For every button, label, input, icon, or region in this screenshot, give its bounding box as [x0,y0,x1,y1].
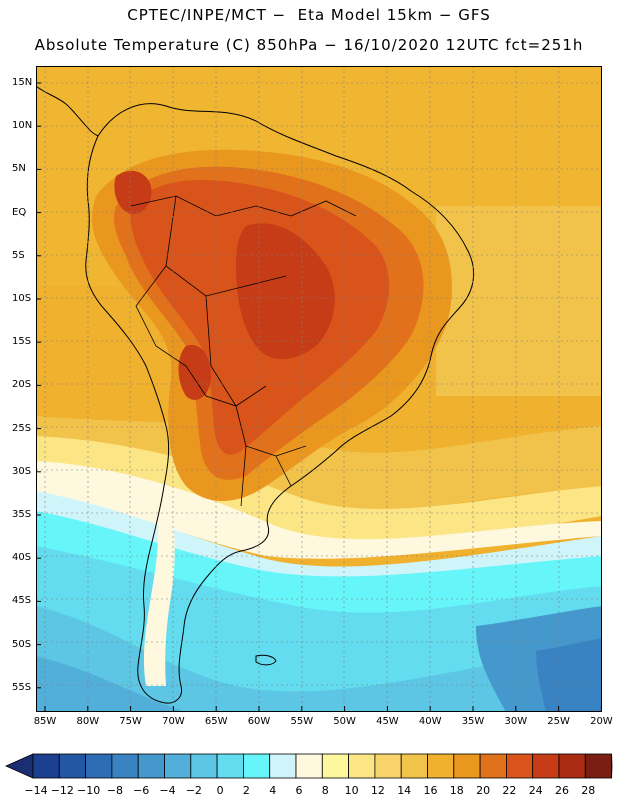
colorbar-cell [137,753,165,779]
latitude-label: 5N [12,163,26,175]
colorbar-cell [216,753,244,779]
colorbar-label: 18 [449,784,464,797]
colorbar-cell [505,753,534,779]
axis-ticks [36,82,602,712]
coastline-south-america [85,103,475,704]
latitude-label: 10S [12,293,32,304]
longitude-label: 75W [119,716,142,727]
longitude-label: 80W [76,716,100,727]
longitude-label: 60W [247,716,271,727]
colorbar-min-arrow [5,753,34,779]
colorbar-cell [374,753,402,779]
title-line-1: CPTEC/INPE/MCT − Eta Model 15km − GFS [127,6,491,24]
colorbar-cell [85,753,113,779]
latitude-label: 35S [12,509,32,520]
colorbar-label: −12 [50,784,74,797]
longitude-label: 45W [376,716,399,727]
colorbar-cell [164,753,192,779]
colorbar-label: 20 [476,784,491,797]
colorbar-cell [427,753,455,779]
colorbar-label: 8 [321,784,329,797]
colorbar-label: 24 [528,784,543,797]
longitude-label: 20W [590,716,613,727]
field-chile-strip [143,506,175,686]
colorbar-cell [558,753,586,779]
colorbar-cell [32,753,60,779]
field-band-4 [36,491,602,589]
colorbar-cell [190,753,218,779]
colorbar-cell [242,753,271,779]
latitude-label: EQ [12,206,27,218]
colorbar-cell [453,753,481,779]
graticule [36,66,602,712]
colorbar-cell [321,753,349,779]
colorbar-label: 16 [423,784,438,797]
colorbar-label: −8 [106,784,123,797]
temperature-map [36,66,602,712]
colorbar-cell [58,753,86,779]
latitude-label: 45S [12,595,32,607]
longitude-label: 55W [290,716,314,727]
latitude-label: 5S [12,249,25,261]
border-lines [130,195,357,507]
colorbar-label: −6 [133,784,150,797]
field-band-m2 [36,606,602,712]
colorbar-label: −4 [159,784,176,797]
longitude-label: 85W [33,716,57,727]
colorbar-cell [532,753,560,779]
colorbar-label: 2 [242,784,250,797]
colorbar-label: 0 [216,784,224,797]
colorbar-label: −14 [24,784,48,797]
colorbar-label: 28 [581,784,596,797]
title-line-2: Absolute Temperature (C) 850hPa − 16/10/… [34,36,584,54]
colorbar-label: 10 [344,784,359,797]
colorbar-label: 22 [502,784,517,797]
colorbar-cell [400,753,428,779]
field-band-atlantic [436,206,602,396]
latitude-label: 50S [12,638,32,650]
longitude-label: 70W [162,716,185,727]
colorbar-label: −10 [76,784,101,797]
colorbar-cell [348,753,376,779]
latitude-label: 15S [12,336,32,348]
latitude-label: 10N [12,120,33,132]
latitude-label: 15N [12,77,33,88]
colorbar-cell [584,753,612,779]
field-land-24c [178,345,211,400]
field-land-24 [236,223,335,360]
colorbar-cell [269,753,297,779]
coastline-central-america [36,85,99,137]
latitude-label: 20S [12,379,32,391]
colorbar [5,753,613,779]
colorbar-label: 6 [295,784,303,797]
longitude-label: 35W [461,716,485,727]
longitude-label: 40W [418,716,442,727]
colorbar-cell [295,753,323,779]
field-band-m6-east [536,638,602,712]
map-border [36,66,602,712]
field-band-m4 [36,656,186,712]
coastline-falklands [255,654,277,666]
longitude-label: 50W [333,716,356,727]
colorbar-label: 26 [555,784,569,797]
colorbar-label: −2 [185,784,202,797]
longitude-label: 65W [204,716,228,727]
latitude-label: 55S [12,681,32,693]
latitude-label: 30S [12,465,32,477]
latitude-label: 40S [12,552,32,564]
longitude-label: 25W [547,716,570,727]
colorbar-cell [111,753,139,779]
colorbar-label: 4 [269,784,277,797]
colorbar-label: 12 [370,784,385,797]
colorbar-cell [479,753,507,779]
colorbar-label: 14 [397,784,412,797]
longitude-label: 30W [504,716,528,727]
field-band-6 [36,461,602,559]
latitude-label: 25S [12,422,32,434]
